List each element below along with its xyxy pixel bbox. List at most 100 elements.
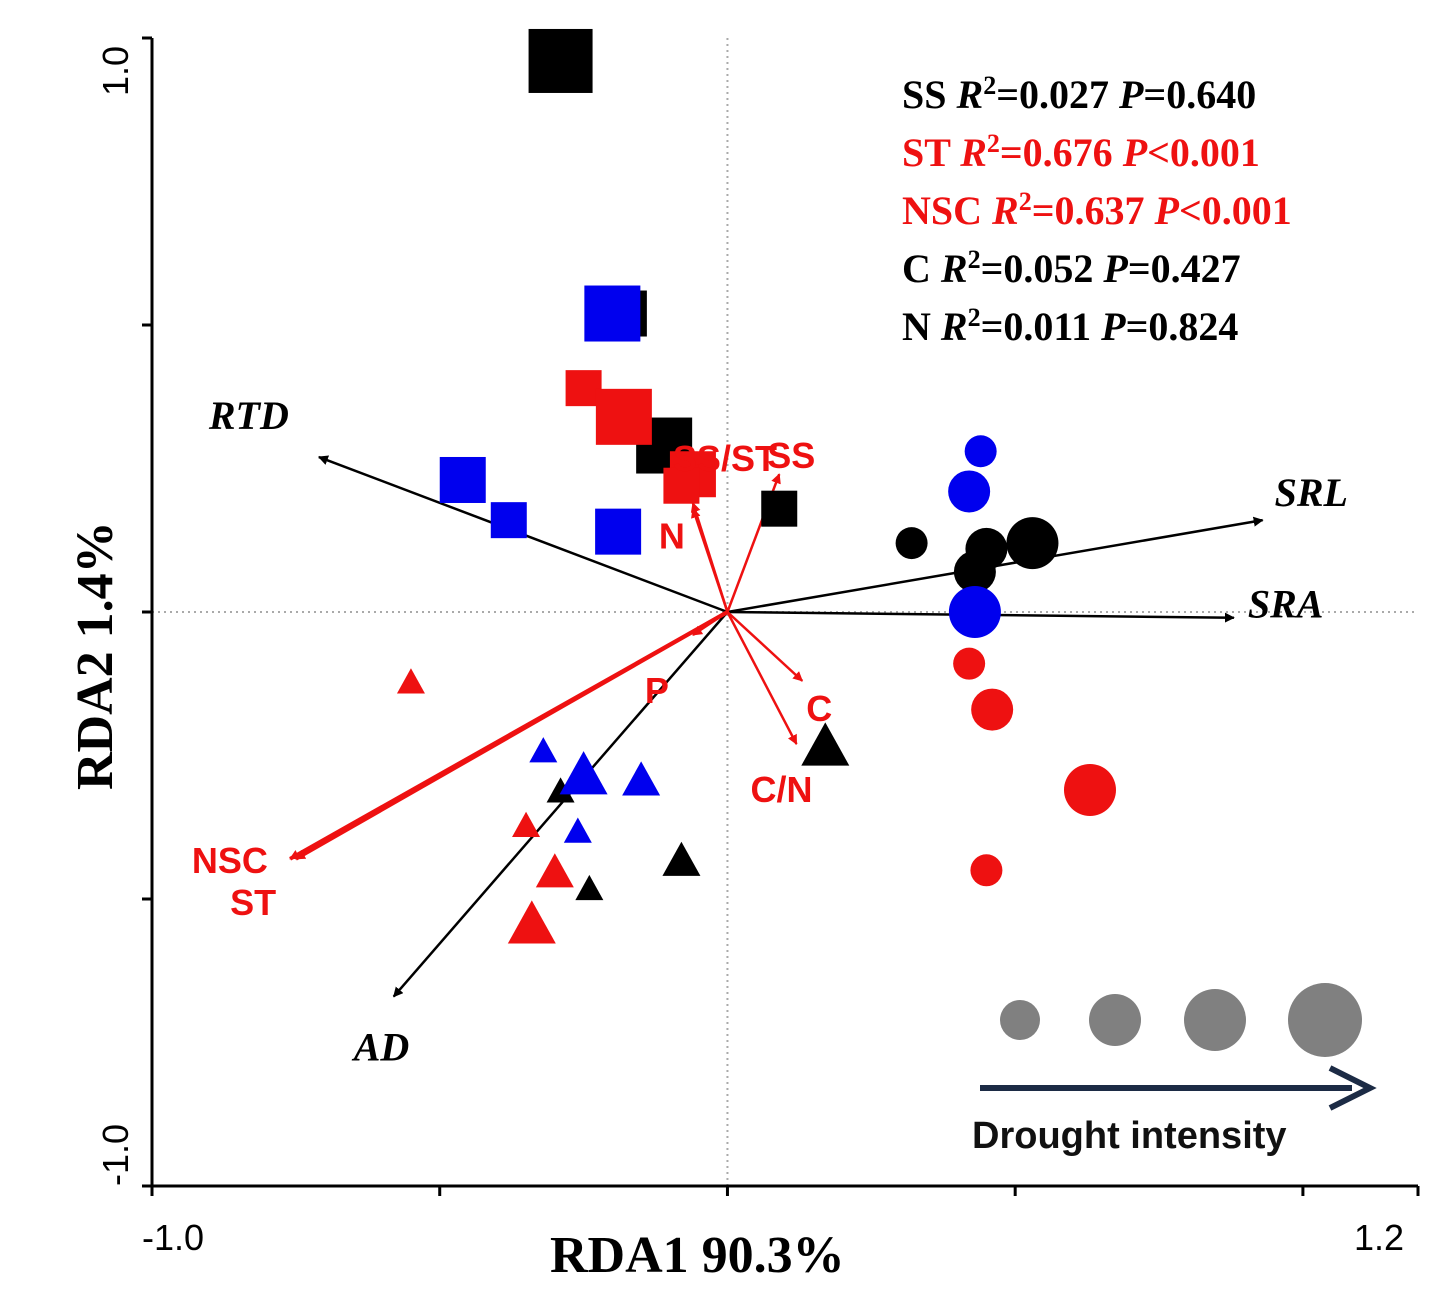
vectors: [289, 455, 1264, 998]
stat-r2-value: =0.637: [1032, 188, 1155, 233]
triangles-black-point: [662, 841, 701, 876]
stat-var-name: C: [902, 246, 941, 291]
stat-p-value: =0.427: [1128, 246, 1241, 291]
drought-legend: Drought intensity: [972, 983, 1377, 1157]
circles-black-point: [953, 550, 996, 593]
stat-var-name: NSC: [902, 188, 992, 233]
stat-r-superscript: 2: [987, 129, 1000, 158]
stat-r2-value: =0.676: [1000, 130, 1123, 175]
triangles-black-point: [546, 777, 575, 803]
circles-blue-point: [948, 586, 1001, 638]
vector-label-n: N: [659, 516, 685, 557]
vector-label-c-n: C/N: [751, 769, 813, 810]
stat-var-name: ST: [902, 130, 960, 175]
squares-red-point: [565, 370, 602, 407]
stat-p-value: <0.001: [1147, 130, 1260, 175]
stat-r-superscript: 2: [968, 303, 981, 332]
stat-p-symbol: P: [1122, 130, 1148, 175]
stat-st: ST R2=0.676 P<0.001: [902, 129, 1260, 176]
vector-label-ss-st: SS/ST: [673, 438, 777, 479]
stat-p-symbol: P: [1102, 246, 1128, 291]
triangles-red-point: [512, 811, 541, 837]
y-tick-label-max: 1.0: [95, 46, 136, 96]
data-points: [396, 28, 1116, 944]
drought-legend-circle-3: [1184, 989, 1246, 1051]
vector-label-ss: SS: [767, 435, 815, 476]
vector-ad: [392, 611, 729, 998]
circles-red-point: [970, 854, 1003, 887]
stat-p-symbol: P: [1118, 72, 1144, 117]
squares-blue-point: [439, 456, 486, 503]
y-tick-label-min: -1.0: [95, 1124, 136, 1186]
stat-var-name: SS: [902, 72, 957, 117]
stat-p-value: =0.824: [1126, 304, 1239, 349]
drought-legend-circle-1: [1000, 1000, 1040, 1040]
triangles-red-point: [535, 853, 574, 888]
reference-lines: [152, 38, 1418, 1186]
drought-legend-circle-2: [1089, 994, 1141, 1046]
drought-legend-circle-4: [1288, 983, 1362, 1057]
squares-blue-point: [595, 508, 642, 555]
squares-blue-point: [584, 285, 641, 342]
triangles-blue-point: [529, 737, 558, 763]
triangles-blue-point: [559, 751, 608, 795]
vector-c: [726, 611, 804, 682]
vector-label-srl: SRL: [1275, 470, 1348, 515]
circles-blue-point: [948, 470, 991, 513]
stat-nsc: NSC R2=0.637 P<0.001: [902, 187, 1292, 234]
stat-r-symbol: R: [956, 72, 984, 117]
circles-red-point: [971, 688, 1014, 731]
triangles-red-point: [396, 668, 425, 694]
vector-label-ad: AD: [351, 1025, 410, 1070]
circles-red-point: [953, 647, 986, 680]
stat-r2-value: =0.052: [981, 246, 1104, 291]
stat-r2-value: =0.011: [981, 304, 1102, 349]
vector-c-n: [726, 611, 798, 745]
squares-black-point: [761, 490, 798, 527]
stat-p-value: =0.640: [1143, 72, 1256, 117]
stat-var-name: N: [902, 304, 941, 349]
triangles-black-point: [801, 722, 850, 766]
triangles-blue-point: [622, 761, 661, 796]
y-axis-title: RDA2 1.4%: [67, 521, 124, 790]
squares-blue-point: [490, 502, 527, 539]
squares-red-point: [663, 467, 700, 504]
stat-r2-value: =0.027: [996, 72, 1119, 117]
stat-r-superscript: 2: [983, 71, 996, 100]
vector-st: [289, 610, 729, 861]
circles-black-point: [1006, 517, 1059, 570]
stat-r-symbol: R: [940, 246, 968, 291]
stat-r-superscript: 2: [968, 245, 981, 274]
vector-label-p: P: [645, 670, 669, 711]
squares-black-point: [528, 28, 593, 93]
vector-n: [691, 507, 729, 613]
stat-r-symbol: R: [940, 304, 968, 349]
squares-red-point: [595, 388, 652, 445]
vector-label-rtd: RTD: [208, 393, 289, 438]
stat-p-symbol: P: [1154, 188, 1180, 233]
circles-blue-point: [964, 435, 997, 468]
vector-label-nsc: NSC: [192, 840, 268, 881]
axes: [142, 36, 1420, 1196]
x-axis-title: RDA1 90.3%: [550, 1227, 845, 1284]
stat-p-value: <0.001: [1179, 188, 1292, 233]
vector-label-c: C: [806, 688, 832, 729]
stat-c: C R2=0.052 P=0.427: [902, 245, 1241, 292]
stat-r-symbol: R: [959, 130, 987, 175]
triangles-blue-point: [563, 817, 592, 843]
stat-n: N R2=0.011 P=0.824: [902, 303, 1238, 350]
stat-ss: SS R2=0.027 P=0.640: [902, 71, 1256, 118]
stat-p-symbol: P: [1100, 304, 1126, 349]
drought-legend-label: Drought intensity: [972, 1115, 1287, 1157]
circles-black-point: [895, 527, 928, 560]
vector-label-st: ST: [230, 882, 276, 923]
x-tick-label-max: 1.2: [1354, 1217, 1404, 1258]
x-tick-label-min: -1.0: [142, 1217, 204, 1258]
circles-red-point: [1063, 763, 1116, 816]
drought-arrow-head: [1328, 1065, 1377, 1111]
stat-r-symbol: R: [991, 188, 1019, 233]
